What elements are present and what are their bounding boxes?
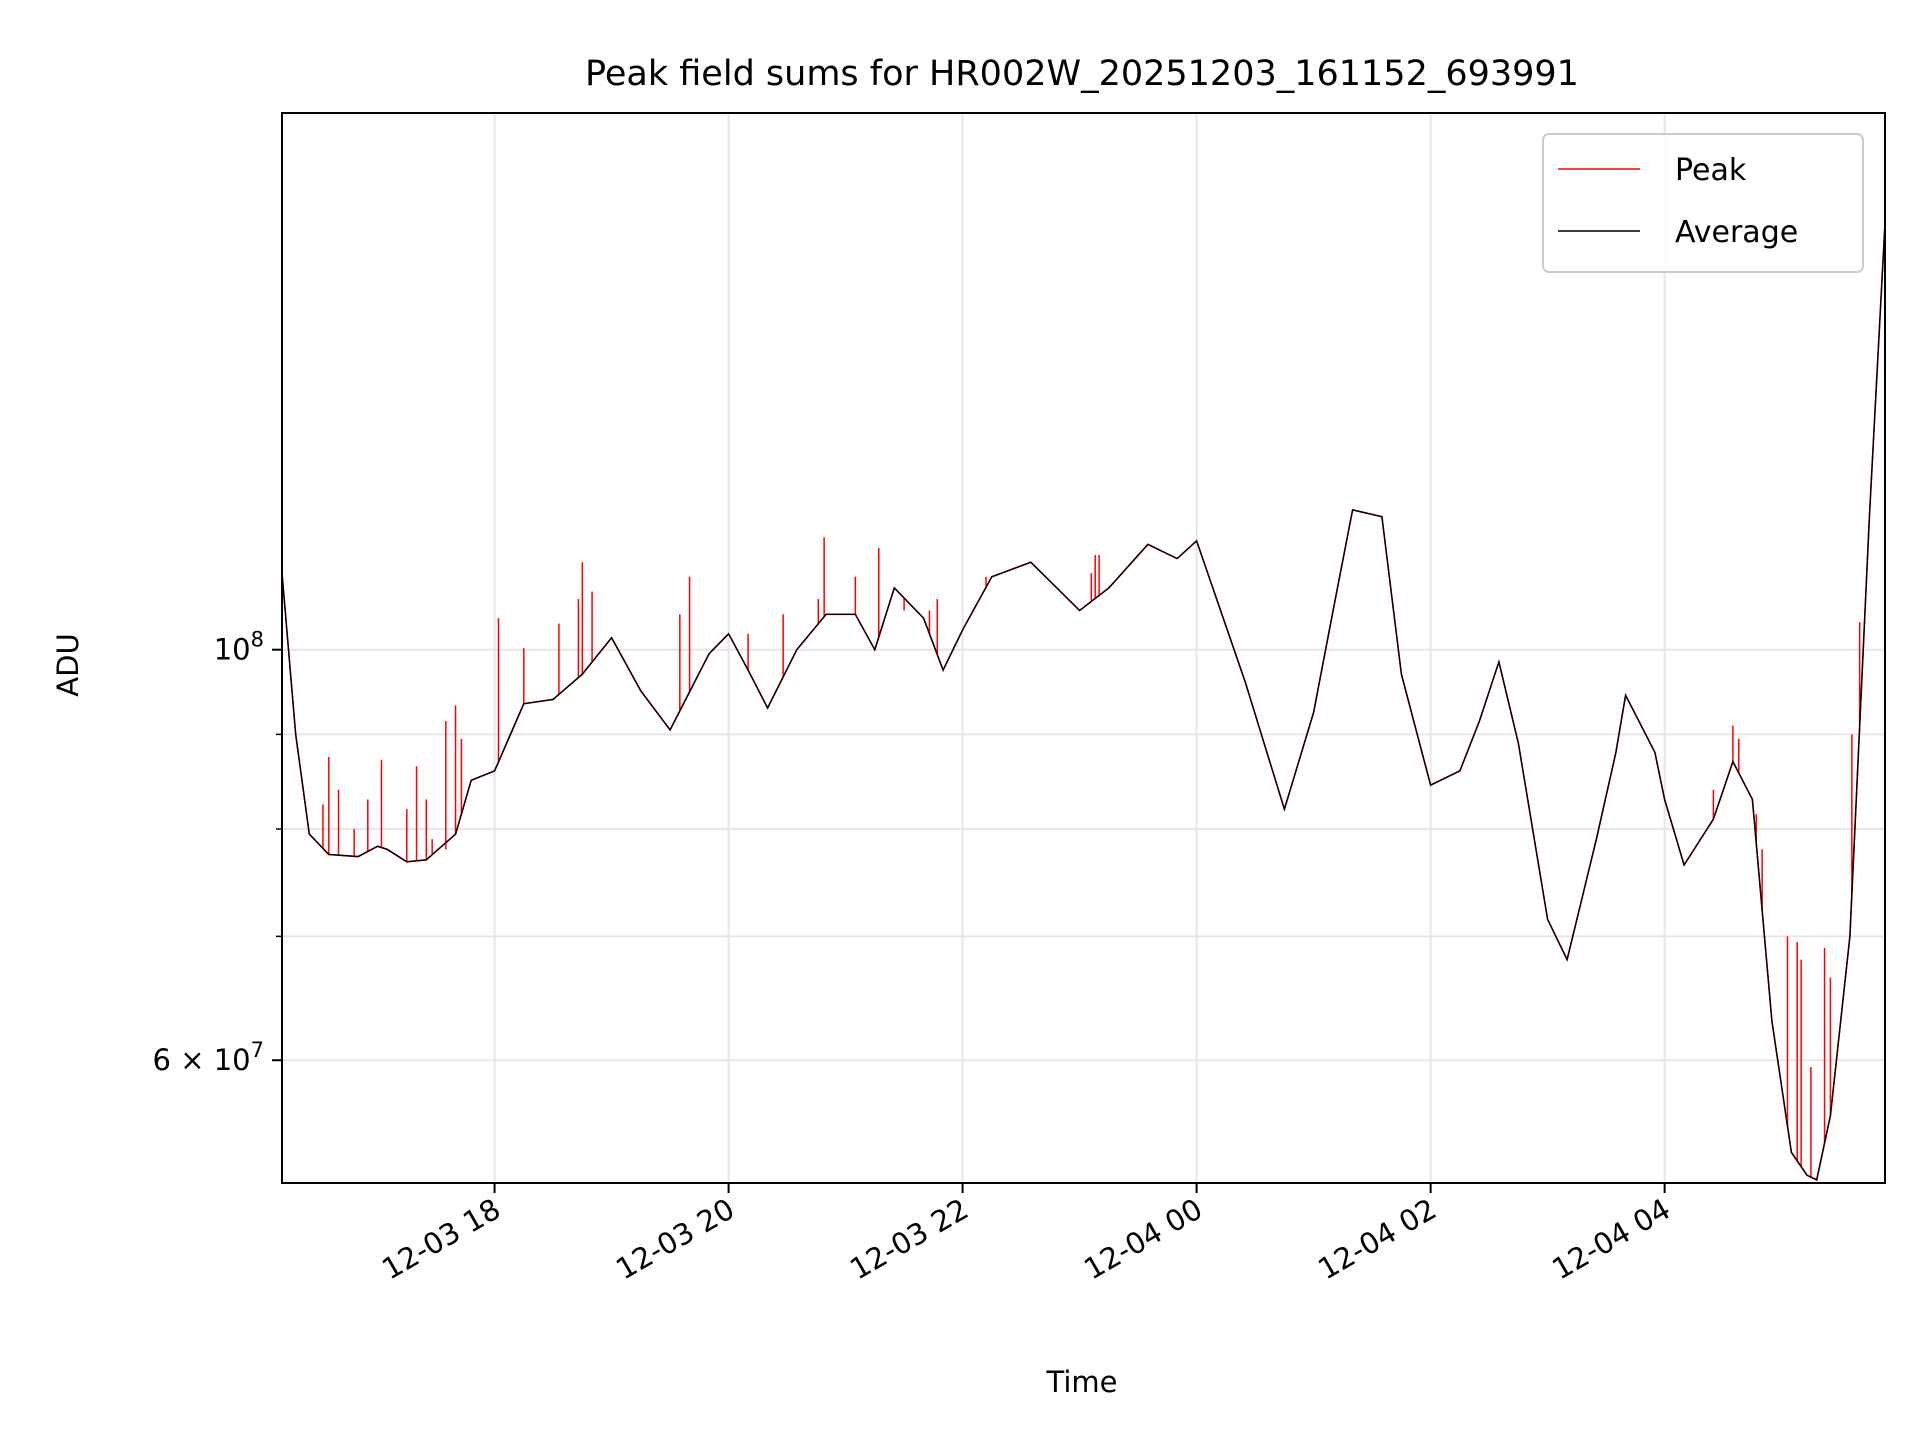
average-series-line — [281, 223, 1886, 1181]
y-tick-label: 108 — [214, 628, 264, 667]
y-axis-label: ADU — [51, 633, 85, 696]
legend-average-label: Average — [1675, 215, 1798, 250]
legend: Peak Average — [1542, 133, 1864, 273]
axes-frame — [281, 112, 1886, 1184]
x-axis-label: Time — [1046, 1365, 1118, 1399]
y-tick-label: 6 × 107 — [153, 1038, 264, 1077]
chart-title: Peak field sums for HR002W_20251203_1611… — [585, 54, 1579, 94]
legend-peak-label: Peak — [1675, 153, 1747, 188]
grid — [282, 113, 1885, 1183]
plot-area — [281, 223, 1886, 1182]
